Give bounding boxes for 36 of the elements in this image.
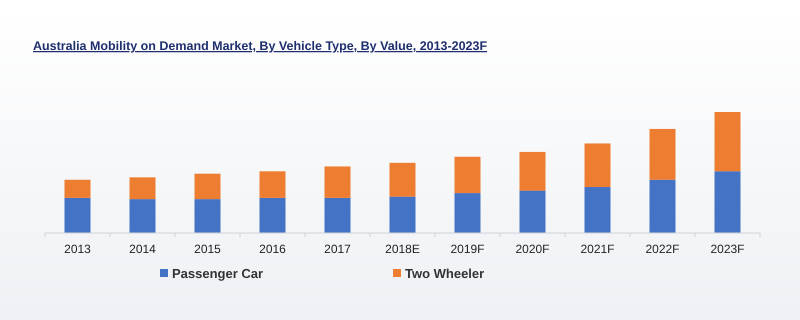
x-tick-label: 2014 — [129, 242, 156, 256]
bar — [714, 112, 740, 172]
bar — [584, 143, 610, 188]
x-tick-label: 2018E — [385, 242, 420, 256]
bar — [454, 193, 480, 233]
bar — [194, 174, 220, 200]
x-tick-label: 2017 — [324, 242, 352, 256]
x-tick-label: 2023F — [710, 242, 745, 256]
x-tick-label: 2021F — [580, 242, 615, 256]
x-tick-label: 2013 — [64, 242, 92, 256]
legend-label: Passenger Car — [172, 266, 264, 281]
bar — [324, 166, 350, 198]
bar — [260, 171, 286, 198]
bar — [650, 180, 676, 233]
bar — [520, 152, 546, 191]
bar — [64, 180, 90, 198]
bar — [714, 171, 740, 233]
bar — [390, 196, 416, 233]
bar — [520, 190, 546, 233]
bar — [650, 128, 676, 180]
x-tick-label: 2016 — [259, 242, 286, 256]
bar — [64, 198, 90, 233]
bar — [324, 198, 350, 233]
bar — [194, 199, 220, 233]
legend-label: Two Wheeler — [405, 266, 484, 281]
x-tick-label: 2015 — [194, 242, 222, 256]
bar — [130, 177, 156, 200]
bar — [454, 156, 480, 194]
bar — [390, 162, 416, 197]
chart-title: Australia Mobility on Demand Market, By Vehicle Type, By Value, 2013-2023F — [33, 39, 488, 53]
x-tick-label: 2019F — [450, 242, 485, 256]
bar — [130, 199, 156, 233]
bar — [584, 187, 610, 233]
bar — [260, 198, 286, 233]
x-tick-label: 2020F — [515, 242, 550, 256]
x-tick-label: 2022F — [645, 242, 680, 256]
